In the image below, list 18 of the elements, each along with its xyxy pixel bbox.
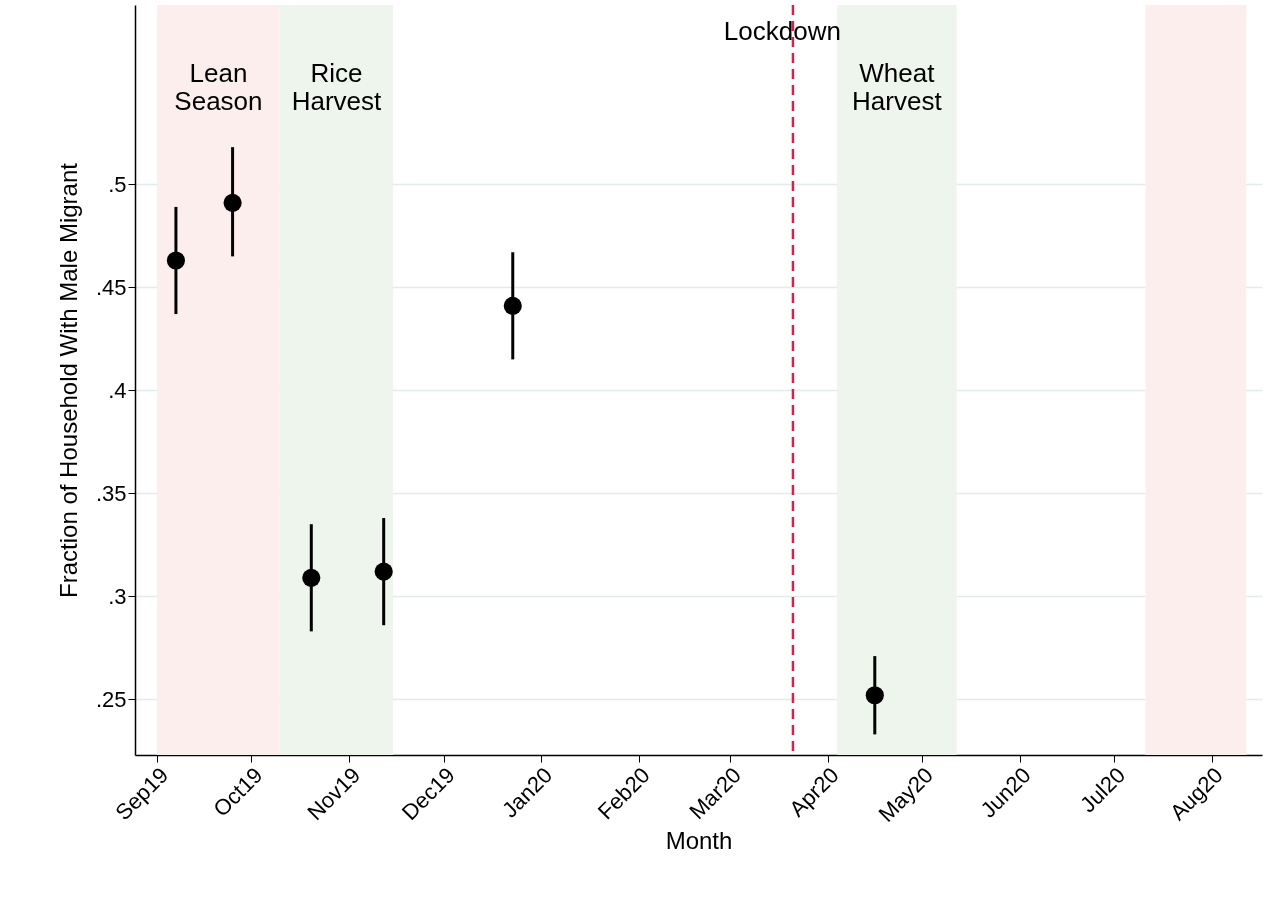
band-label: Rice Harvest bbox=[291, 58, 383, 116]
y-tick-label: .3 bbox=[108, 583, 127, 609]
point bbox=[302, 568, 321, 587]
point bbox=[865, 686, 884, 705]
point bbox=[374, 562, 393, 581]
x-axis-title: Month bbox=[665, 827, 733, 855]
band-label: Wheat Harvest bbox=[852, 58, 943, 116]
band-label: Lean Season bbox=[174, 58, 263, 116]
y-tick-label: .35 bbox=[95, 480, 127, 506]
y-axis-title: Fraction of Household With Male Migrant bbox=[54, 162, 82, 598]
point bbox=[223, 193, 242, 212]
y-tick-label: .4 bbox=[108, 377, 127, 403]
y-tick-label: .25 bbox=[95, 686, 127, 712]
point bbox=[503, 296, 522, 315]
ref-line-label: Lockdown bbox=[723, 16, 841, 46]
y-tick-label: .45 bbox=[95, 274, 127, 300]
y-tick-label: .5 bbox=[108, 171, 127, 197]
point bbox=[166, 251, 186, 270]
